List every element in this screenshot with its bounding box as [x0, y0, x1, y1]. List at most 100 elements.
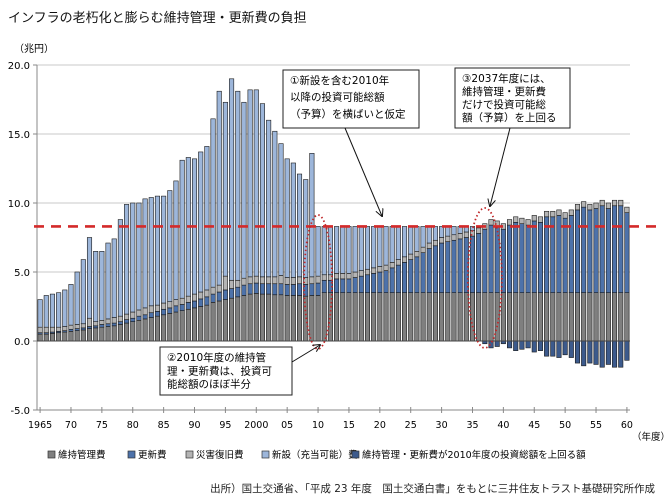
bar-segment-0 — [49, 333, 55, 342]
bar-segment-1 — [99, 324, 105, 328]
bar-segment-2 — [587, 204, 593, 211]
bar-segment-3 — [303, 179, 309, 278]
bar-segment-2 — [130, 311, 136, 319]
bar-segment-0 — [74, 330, 80, 342]
bar-segment-0 — [198, 306, 204, 342]
x-tick-label: 35 — [466, 420, 478, 431]
bar-segment-0 — [179, 310, 185, 342]
bar-segment-2 — [525, 219, 531, 226]
bar-segment-0 — [568, 292, 574, 342]
bar-segment-1 — [432, 245, 438, 293]
bar-segment-0 — [259, 293, 265, 342]
bar-segment-1 — [364, 274, 370, 294]
bar-segment-1 — [550, 216, 556, 294]
bar-segment-0 — [581, 292, 587, 342]
bar-segment-3 — [74, 271, 80, 325]
bar-segment-1 — [93, 325, 99, 329]
bar-segment-3 — [364, 226, 370, 270]
bar-segment-2 — [266, 276, 272, 285]
bar-segment-2 — [358, 270, 364, 277]
bar-segment-0 — [216, 300, 222, 342]
legend-swatch — [127, 450, 136, 459]
bar-segment-0 — [334, 292, 340, 342]
bar-segment-0 — [68, 331, 74, 342]
bar-segment-2 — [544, 210, 550, 218]
bar-segment-1 — [612, 205, 618, 293]
bar-segment-4 — [574, 340, 581, 364]
annotation-text: 能総額のほぼ半分 — [167, 378, 251, 391]
bar-segment-2 — [414, 251, 420, 258]
bar-segment-2 — [124, 313, 130, 320]
bar-segment-1 — [469, 235, 476, 293]
bar-segment-2 — [488, 219, 494, 226]
bar-segment-3 — [346, 226, 352, 274]
bar-segment-1 — [167, 307, 173, 314]
bar-segment-0 — [204, 304, 210, 342]
bar-segment-2 — [612, 199, 618, 207]
bar-segment-2 — [136, 309, 142, 317]
bar-segment-2 — [154, 304, 160, 312]
bar-segment-2 — [556, 209, 562, 216]
bar-segment-2 — [364, 268, 370, 276]
bar-segment-2 — [247, 276, 253, 285]
bar-segment-1 — [513, 222, 519, 294]
bar-segment-2 — [99, 319, 105, 325]
bar-segment-2 — [334, 273, 340, 280]
bar-segment-3 — [204, 146, 210, 291]
bar-segment-3 — [340, 226, 346, 274]
y-axis-label: （兆円） — [14, 43, 54, 55]
bar-segment-3 — [402, 226, 408, 258]
bar-segment-1 — [105, 323, 111, 327]
bar-segment-0 — [358, 292, 364, 342]
bar-segment-0 — [476, 292, 482, 342]
y-tick-label: 10.0 — [8, 199, 30, 210]
bar-segment-0 — [185, 308, 191, 342]
bar-segment-0 — [513, 292, 519, 342]
bar-segment-2 — [402, 256, 408, 263]
bar-segment-0 — [161, 314, 167, 342]
bar-segment-2 — [86, 317, 93, 327]
bar-segment-1 — [204, 296, 210, 306]
x-tick-label: 15 — [343, 420, 355, 431]
bar-segment-4 — [562, 340, 568, 356]
bar-segment-3 — [210, 118, 216, 288]
bar-segment-0 — [593, 292, 599, 342]
bar-segment-2 — [49, 326, 55, 333]
bar-segment-1 — [439, 242, 445, 294]
bar-segment-0 — [167, 313, 173, 342]
bar-segment-2 — [179, 297, 185, 305]
bar-segment-0 — [229, 297, 235, 342]
bar-segment-2 — [68, 324, 74, 330]
bar-segment-0 — [432, 292, 438, 342]
bar-segment-2 — [340, 273, 346, 280]
bar-segment-2 — [346, 273, 352, 280]
bar-segment-0 — [130, 321, 136, 342]
bar-segment-3 — [148, 197, 154, 307]
y-tick-label: -5.0 — [10, 406, 30, 417]
bar-segment-2 — [204, 289, 210, 298]
annotation-text: （予算）を横ばいと仮定 — [290, 107, 406, 120]
bar-segment-0 — [117, 324, 123, 342]
bar-segment-1 — [136, 315, 142, 321]
bar-segment-2 — [321, 274, 327, 281]
bar-segment-0 — [525, 292, 531, 342]
legend-label: 災害復旧費 — [196, 449, 244, 461]
bar-segment-3 — [216, 90, 222, 286]
bar-segment-0 — [80, 329, 86, 342]
bar-segment-0 — [624, 292, 630, 342]
x-tick-label: 05 — [281, 420, 293, 431]
bar-segment-4 — [605, 340, 611, 365]
bar-segment-3 — [173, 180, 179, 300]
bar-segment-1 — [562, 217, 568, 293]
bar-segment-1 — [272, 283, 278, 296]
bar-segment-2 — [43, 326, 49, 334]
bar-segment-2 — [80, 323, 86, 329]
bar-segment-3 — [432, 226, 438, 241]
bar-segment-0 — [352, 292, 358, 342]
bar-segment-4 — [550, 340, 556, 357]
bar-segment-0 — [457, 292, 463, 342]
bar-segment-2 — [624, 206, 630, 213]
bar-segment-2 — [259, 276, 265, 285]
bar-segment-3 — [179, 159, 185, 299]
bar-segment-1 — [525, 224, 531, 294]
